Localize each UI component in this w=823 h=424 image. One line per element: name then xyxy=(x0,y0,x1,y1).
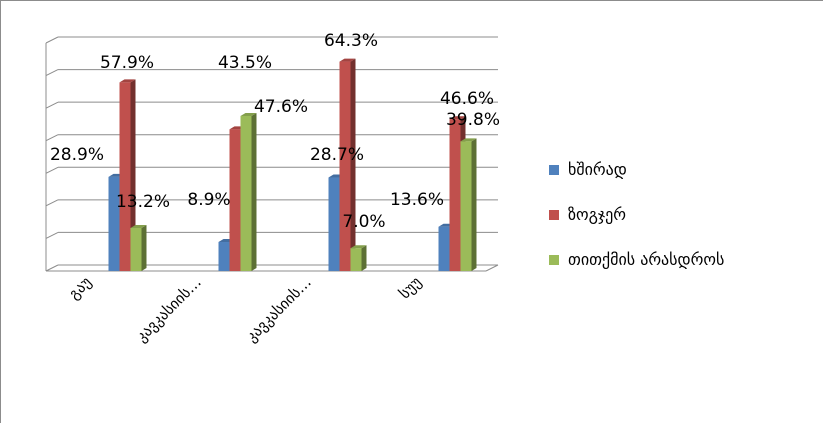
legend-swatch xyxy=(549,165,559,175)
data-label: 43.5% xyxy=(218,53,272,73)
bar-2-3 xyxy=(339,58,356,271)
bar-front xyxy=(119,82,131,271)
data-label: 46.6% xyxy=(440,89,494,109)
data-label: 13.2% xyxy=(116,192,170,212)
bar-top xyxy=(449,116,466,120)
bar-3-4 xyxy=(460,138,477,271)
gridline-side xyxy=(45,231,59,239)
bar-side xyxy=(251,112,257,272)
data-label: 28.7% xyxy=(310,145,364,165)
category-label: კავკასიის… xyxy=(242,273,314,345)
legend-item-2: ზოგჯერ xyxy=(549,205,626,224)
category-labels: გაუ კავკასიის… კავკასიის… სუუ xyxy=(65,273,425,345)
bar-front xyxy=(218,242,230,271)
bar-top xyxy=(119,79,136,83)
gridline-side xyxy=(45,166,59,174)
bar-side xyxy=(471,138,477,271)
legend: ხშირად ზოგჯერ თითქმის არასდროს xyxy=(549,160,724,269)
data-label: 64.3% xyxy=(324,31,378,51)
floor-right-edge xyxy=(485,264,499,272)
bar-side xyxy=(350,58,356,271)
gridline-side xyxy=(45,101,59,109)
data-label: 8.9% xyxy=(187,190,230,210)
bar-3-3 xyxy=(350,245,367,271)
gridline-side xyxy=(45,199,59,207)
bar-front xyxy=(240,115,252,272)
data-label: 28.9% xyxy=(50,145,104,165)
bar-front xyxy=(328,177,340,271)
bar-2-1 xyxy=(119,79,136,271)
bar-top xyxy=(240,112,257,116)
bar-front xyxy=(438,226,450,271)
legend-swatch xyxy=(549,255,559,265)
legend-label: ხშირად xyxy=(568,160,627,179)
bar-top xyxy=(339,58,356,62)
bar-front xyxy=(350,248,362,271)
data-label: 7.0% xyxy=(342,212,385,232)
bar-top xyxy=(130,225,147,229)
bars xyxy=(108,58,477,272)
bar-front xyxy=(108,176,120,271)
legend-label: თითქმის არასდროს xyxy=(568,250,724,269)
legend-item-3: თითქმის არასდროს xyxy=(549,250,724,269)
data-label: 47.6% xyxy=(254,97,308,117)
legend-label: ზოგჯერ xyxy=(568,205,626,224)
bar-side xyxy=(141,225,147,271)
bar-front xyxy=(229,129,241,271)
bar-front xyxy=(130,228,142,271)
gridline-side xyxy=(45,69,59,77)
bar-front xyxy=(460,141,472,271)
bar-side xyxy=(130,79,136,271)
data-label: 57.9% xyxy=(100,53,154,73)
bar-side xyxy=(361,245,367,271)
category-label: კავკასიის… xyxy=(132,273,204,345)
bar-3-2 xyxy=(240,112,257,272)
data-label: 39.8% xyxy=(446,110,500,130)
bar-top xyxy=(350,245,367,249)
bar-3-1 xyxy=(130,225,147,271)
gridline-side xyxy=(45,36,59,44)
gridline-side xyxy=(45,264,59,272)
bar-top xyxy=(460,138,477,142)
data-labels: 28.9% 8.9% 28.7% 13.6% 57.9% 43.5% 64.3% 46.6% 1… xyxy=(50,31,500,232)
category-label: სუუ xyxy=(395,273,424,302)
legend-swatch xyxy=(549,210,559,220)
bar-front xyxy=(449,119,461,272)
bar-front xyxy=(339,61,351,271)
legend-item-1: ხშირად xyxy=(549,160,627,179)
data-label: 13.6% xyxy=(390,190,444,210)
category-label: გაუ xyxy=(65,273,95,303)
gridline-side xyxy=(45,134,59,142)
